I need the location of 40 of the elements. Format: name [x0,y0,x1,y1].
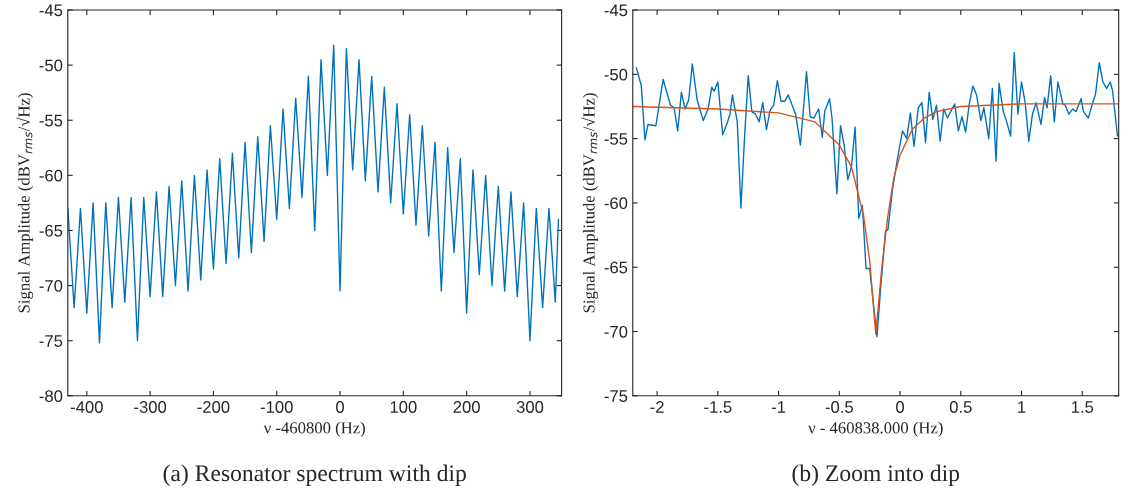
y-tick-label: -45 [604,4,628,17]
x-tick-label: 1 [1018,401,1026,413]
y-tick-label: -60 [604,197,628,210]
x-tick-label: 200 [453,401,480,413]
y-tick-label: -80 [39,390,63,402]
x-tick-label: 100 [390,401,417,413]
y-tick-label: -75 [604,390,628,402]
y-tick-label: -65 [39,224,63,237]
x-tick-label: -200 [197,401,230,413]
line-series [635,51,1119,338]
x-tick-label: 0 [336,401,345,413]
y-tick-label: -55 [604,133,628,145]
line-series [632,103,1119,335]
x-axis-title: ν - 460838.000 (Hz) [808,421,943,437]
y-tick-label: -45 [39,4,63,17]
x-tick-label: 1.5 [1071,401,1094,413]
x-tick-label: -2 [650,401,664,413]
y-tick-label: -50 [604,68,628,81]
y-axis-title: Signal Amplitude (dBV$_{rms}$/√Hz) [16,93,34,313]
x-tick-label: 0 [896,401,905,413]
y-tick-label: -55 [39,114,63,127]
y-tick-label: -75 [39,335,63,347]
x-tick-label: -1.5 [704,401,732,413]
y-axis-title: Signal Amplitude (dBV$_{rms}$/√Hz) [581,93,599,313]
y-tick-label: -70 [604,325,628,338]
x-tick-label: -0.5 [825,401,853,413]
x-tick-label: 0.5 [949,401,972,413]
x-tick-label: -300 [134,401,167,413]
x-tick-label: -1 [771,401,786,413]
y-tick-label: -60 [39,169,63,182]
text: (b) Zoom into dip [792,464,960,487]
x-tick-label: -100 [260,401,293,413]
y-tick-label: -65 [604,261,628,274]
x-axis-title: ν -460800 (Hz) [263,421,365,437]
y-tick-label: -70 [39,279,63,292]
text: (a) Resonator spectrum with dip [163,464,466,487]
line-series [67,44,560,344]
y-tick-label: -50 [39,59,63,72]
x-tick-label: -400 [70,401,103,413]
x-tick-label: 300 [516,401,544,413]
